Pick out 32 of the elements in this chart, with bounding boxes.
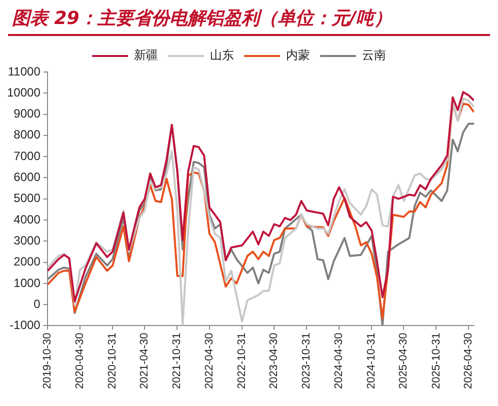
x-tick-label: 2021-10-31 <box>171 332 184 390</box>
x-tick-label: 2022-10-31 <box>236 332 248 390</box>
x-tick-label: 2026-04-30 <box>462 332 474 390</box>
y-tick-label: 1000 <box>14 276 41 290</box>
x-tick-label: 2019-10-30 <box>41 332 54 390</box>
legend-label: 云南 <box>362 48 386 62</box>
y-tick-label: 9000 <box>14 106 41 121</box>
x-tick-label: 2024-10-31 <box>366 332 378 390</box>
y-tick-label: 2000 <box>14 254 41 269</box>
legend-label: 内蒙 <box>286 48 310 62</box>
y-tick-label: 11000 <box>8 64 41 78</box>
y-tick-label: 8000 <box>14 128 41 142</box>
y-tick-label: -1000 <box>10 318 41 332</box>
x-tick-label: 2022-04-30 <box>203 332 216 390</box>
y-tick-label: 6000 <box>14 170 41 184</box>
x-tick-label: 2023-04-30 <box>268 332 280 390</box>
chart-title: 图表 29：主要省份电解铝盈利（单位：元/吨） <box>8 6 490 36</box>
legend-label: 山东 <box>210 48 234 62</box>
x-tick-label: 2025-04-30 <box>398 332 410 390</box>
y-tick-label: 0 <box>34 296 41 311</box>
x-tick-label: 2025-10-31 <box>430 332 442 390</box>
x-tick-label: 2020-10-31 <box>106 332 118 390</box>
y-tick-label: 7000 <box>14 148 41 163</box>
legend-label: 新疆 <box>134 48 158 62</box>
x-tick-label: 2024-04-30 <box>332 332 345 390</box>
x-tick-label: 2021-04-30 <box>138 332 151 390</box>
y-tick-label: 4000 <box>14 212 41 226</box>
y-tick-label: 3000 <box>14 233 41 248</box>
x-tick-label: 2020-04-30 <box>74 332 86 390</box>
x-tick-label: 2023-10-31 <box>300 332 313 390</box>
y-tick-label: 5000 <box>14 191 41 206</box>
y-tick-label: 10000 <box>6 85 41 100</box>
